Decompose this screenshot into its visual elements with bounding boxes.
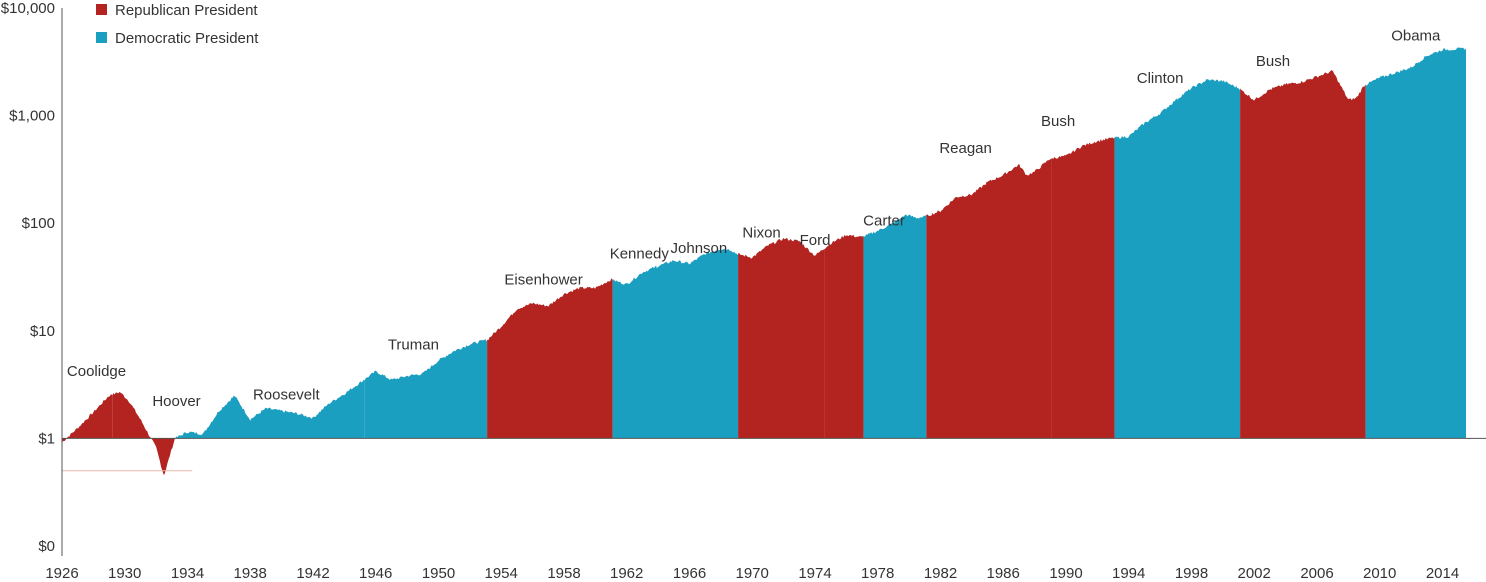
legend-swatch-d: [96, 32, 107, 43]
president-label: Reagan: [939, 140, 992, 157]
presidency-band-coolidge-0: [62, 394, 113, 443]
presidency-band-roosevelt-2: [174, 379, 365, 440]
legend-swatch-r: [96, 4, 107, 15]
x-tick-label: 1946: [359, 565, 392, 582]
x-tick-label: 1942: [296, 565, 329, 582]
legend: Republican President Democratic President: [96, 2, 259, 47]
x-tick-label: 1930: [108, 565, 141, 582]
president-label: Clinton: [1137, 70, 1184, 87]
presidency-band-bush-11: [1051, 136, 1115, 439]
president-labels: Coolidge Hoover Roosevelt Truman Eisenhower K…: [67, 27, 1441, 410]
president-label: Hoover: [152, 393, 200, 410]
president-label: Bush: [1256, 53, 1290, 70]
x-tick-label: 1970: [736, 565, 769, 582]
president-label: Roosevelt: [253, 387, 321, 404]
x-tick-label: 1994: [1112, 565, 1145, 582]
y-tick-label: $1: [38, 430, 55, 447]
presidency-band-kennedy-5: [612, 266, 657, 439]
x-tick-label: 1966: [673, 565, 706, 582]
x-tick-labels: 1926 1930 1934 1938 1942 1946 1950 1954 1958 1962…: [45, 565, 1459, 582]
y-tick-label: $10: [30, 323, 55, 340]
x-tick-label: 1962: [610, 565, 643, 582]
presidency-band-reagan-10: [926, 157, 1052, 439]
axes: [61, 8, 1486, 556]
y-tick-label: $100: [22, 215, 55, 232]
x-tick-label: 1974: [798, 565, 831, 582]
x-tick-label: 1934: [171, 565, 204, 582]
x-tick-label: 2006: [1300, 565, 1333, 582]
president-label: Obama: [1391, 27, 1441, 44]
x-tick-label: 1950: [422, 565, 455, 582]
president-label: Bush: [1041, 113, 1075, 130]
y-tick-labels: $0 $1 $10 $100 $1,000 $10,000: [1, 0, 55, 555]
president-label: Kennedy: [610, 246, 670, 263]
legend-label: Democratic President: [115, 30, 259, 47]
president-label: Carter: [863, 213, 905, 230]
presidency-bands: [62, 47, 1466, 475]
president-label: Eisenhower: [504, 271, 582, 288]
y-tick-label: $10,000: [1, 0, 55, 17]
presidency-band-hoover-1: [112, 391, 175, 475]
x-tick-label: 1958: [547, 565, 580, 582]
x-tick-label: 2002: [1238, 565, 1271, 582]
presidency-band-nixon-7: [738, 237, 825, 439]
y-tick-label: $1,000: [9, 108, 55, 125]
presidency-band-obama-14: [1365, 47, 1466, 439]
x-tick-label: 2010: [1363, 565, 1396, 582]
presidency-band-carter-9: [863, 214, 927, 439]
presidency-band-eisenhower-4: [487, 278, 613, 439]
x-tick-label: 1938: [234, 565, 267, 582]
x-tick-label: 1978: [861, 565, 894, 582]
x-tick-label: 1982: [924, 565, 957, 582]
presidency-band-clinton-12: [1114, 79, 1241, 439]
presidency-band-ford-8: [824, 234, 864, 439]
x-tick-label: 1998: [1175, 565, 1208, 582]
president-label: Coolidge: [67, 363, 126, 380]
president-label: Nixon: [742, 224, 780, 241]
y-tick-label: $0: [38, 538, 55, 555]
x-tick-label: 1926: [45, 565, 78, 582]
legend-label: Republican President: [115, 2, 258, 19]
x-tick-label: 2014: [1426, 565, 1459, 582]
x-tick-label: 1986: [987, 565, 1020, 582]
presidency-band-bush-13: [1240, 70, 1366, 439]
president-label: Ford: [800, 232, 831, 249]
presidency-band-johnson-6: [656, 248, 739, 439]
x-tick-label: 1990: [1049, 565, 1082, 582]
presidency-band-truman-3: [364, 339, 488, 439]
president-label: Truman: [388, 337, 439, 354]
president-label: Johnson: [671, 240, 728, 257]
x-tick-label: 1954: [485, 565, 518, 582]
